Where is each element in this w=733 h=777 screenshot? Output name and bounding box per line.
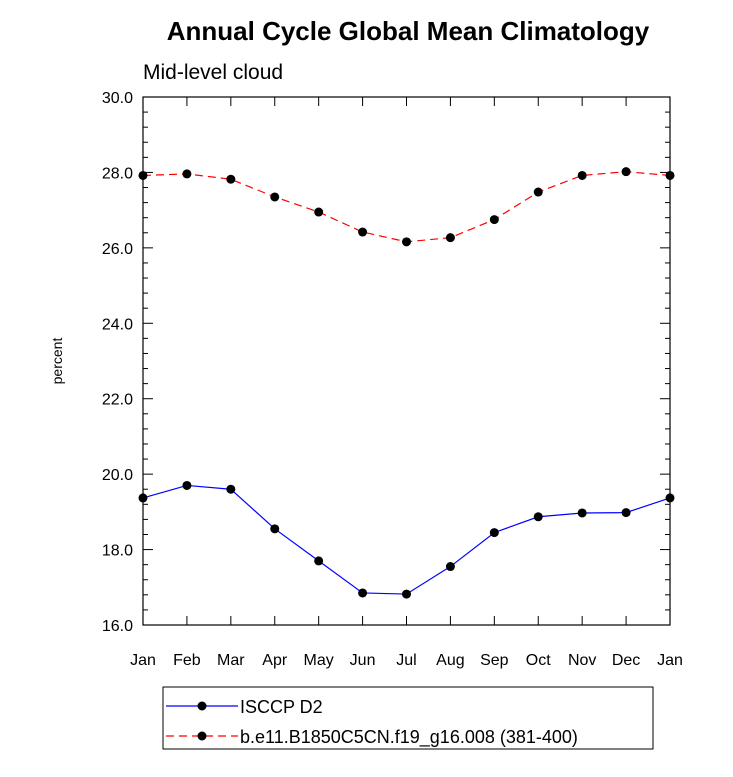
data-point <box>533 187 543 197</box>
x-tick-label: Jan <box>130 652 156 669</box>
data-point <box>577 508 587 518</box>
data-point <box>402 589 411 599</box>
chart-subtitle: Mid-level cloud <box>143 61 283 84</box>
y-tick-label: 26.0 <box>102 241 133 258</box>
data-point <box>621 167 631 177</box>
x-tick-label: Oct <box>526 652 551 669</box>
legend-marker <box>197 701 207 711</box>
x-tick-label: Jul <box>396 652 416 669</box>
data-point <box>577 170 587 180</box>
legend-marker <box>197 731 207 741</box>
data-point <box>270 192 280 202</box>
x-tick-label: Mar <box>217 652 245 669</box>
data-point <box>182 480 192 490</box>
y-tick-label: 16.0 <box>102 618 133 635</box>
x-tick-label: Feb <box>173 652 201 669</box>
data-point <box>358 227 368 237</box>
x-tick-label: Jan <box>657 652 683 669</box>
x-tick-label: Jun <box>350 652 376 669</box>
data-point <box>314 556 324 566</box>
x-tick-label: Nov <box>568 652 596 669</box>
data-point <box>621 508 631 518</box>
y-tick-label: 18.0 <box>102 543 133 560</box>
y-axis-label: percent <box>49 338 65 385</box>
legend-box <box>162 686 654 750</box>
data-point <box>226 174 236 184</box>
data-point <box>314 207 324 217</box>
y-tick-label: 20.0 <box>102 467 133 484</box>
x-tick-label: Dec <box>612 652 640 669</box>
data-point <box>445 562 455 572</box>
x-tick-label: May <box>304 652 334 669</box>
data-point <box>358 588 368 598</box>
x-tick-label: Aug <box>436 652 464 669</box>
data-point <box>226 484 236 494</box>
y-tick-label: 28.0 <box>102 165 133 182</box>
y-tick-label: 30.0 <box>102 90 133 107</box>
data-point <box>270 524 280 534</box>
data-point <box>402 237 411 247</box>
data-point <box>489 528 499 538</box>
series-layer <box>138 167 675 599</box>
legend-label: b.e11.B1850C5CN.f19_g16.008 (381-400) <box>240 727 578 748</box>
data-point <box>182 169 192 179</box>
y-tick-label: 24.0 <box>102 316 133 333</box>
data-point <box>445 233 455 243</box>
legend: ISCCP D2 b.e11.B1850C5CN.f19_g16.008 (381… <box>166 697 578 748</box>
data-point <box>533 512 543 522</box>
chart-title: Annual Cycle Global Mean Climatology <box>167 16 650 46</box>
x-tick-label: Sep <box>480 652 509 669</box>
axis-ticks <box>142 96 671 626</box>
series-line <box>142 484 671 595</box>
data-point <box>489 215 499 225</box>
tick-labels: Jan Feb Mar Apr May Jun Jul Aug Sep Oct Nov Dec Jan 1… <box>102 90 683 669</box>
x-tick-label: Apr <box>262 652 288 669</box>
series-line <box>142 171 671 243</box>
legend-label: ISCCP D2 <box>240 697 323 717</box>
y-tick-label: 22.0 <box>102 392 133 409</box>
plot-frame <box>142 96 671 626</box>
